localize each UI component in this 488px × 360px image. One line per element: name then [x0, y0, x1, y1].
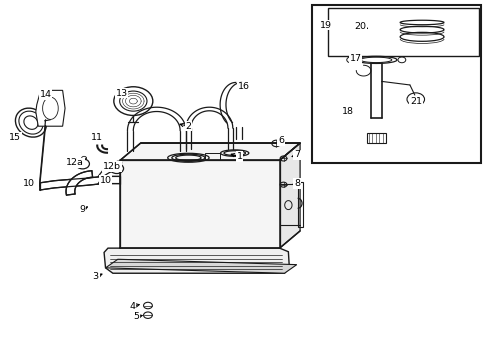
Text: 10: 10 — [23, 179, 35, 188]
Bar — [205, 153, 220, 160]
Polygon shape — [36, 90, 65, 126]
Text: 19: 19 — [320, 21, 332, 30]
Text: 9: 9 — [80, 205, 85, 214]
Text: 18: 18 — [341, 107, 353, 116]
Bar — [328, 8, 478, 56]
Text: 12b: 12b — [102, 162, 121, 171]
Polygon shape — [120, 143, 300, 160]
Text: 12a: 12a — [66, 158, 83, 167]
Text: 1: 1 — [236, 152, 242, 161]
Text: 15: 15 — [9, 133, 21, 142]
Polygon shape — [40, 176, 120, 190]
Text: 5: 5 — [133, 312, 139, 321]
Polygon shape — [104, 248, 289, 273]
Text: 2: 2 — [185, 122, 191, 131]
Polygon shape — [279, 143, 300, 248]
Bar — [311, 5, 481, 163]
Text: 4: 4 — [129, 302, 135, 311]
Text: 6: 6 — [278, 136, 284, 145]
Text: 16: 16 — [237, 82, 249, 91]
Polygon shape — [66, 171, 92, 195]
Text: 21: 21 — [409, 97, 421, 106]
Text: 8: 8 — [294, 179, 300, 188]
Text: 20: 20 — [354, 22, 366, 31]
Polygon shape — [105, 259, 296, 273]
Bar — [366, 133, 385, 143]
Polygon shape — [120, 160, 279, 248]
Text: 10: 10 — [100, 176, 111, 185]
Text: 13: 13 — [115, 89, 127, 98]
Text: 14: 14 — [40, 90, 51, 99]
Bar — [298, 182, 303, 226]
Text: 3: 3 — [93, 272, 99, 281]
Text: 11: 11 — [91, 133, 103, 142]
Text: 17: 17 — [349, 54, 361, 63]
Text: 7: 7 — [294, 150, 300, 159]
